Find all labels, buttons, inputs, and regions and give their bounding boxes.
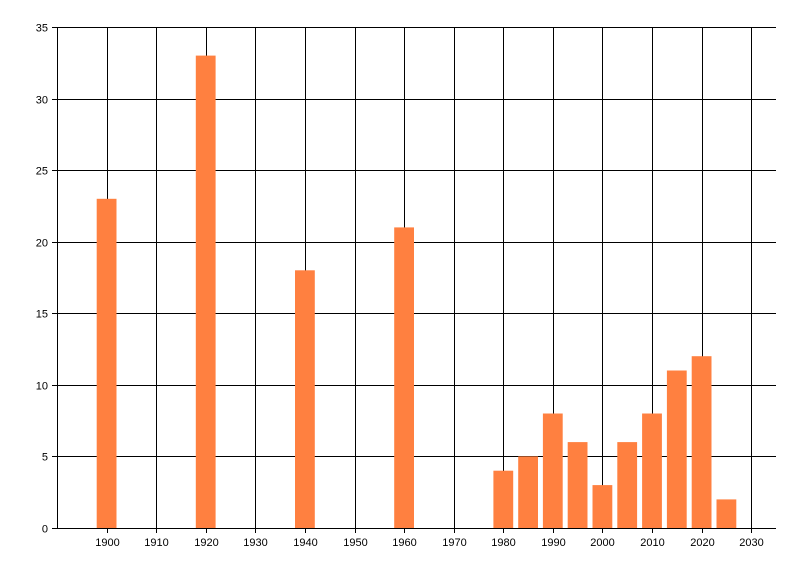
bars: [96, 55, 737, 529]
y-tick-label: 35: [36, 23, 48, 35]
y-tick-label: 30: [36, 95, 48, 107]
bar: [96, 198, 117, 529]
x-tick-label: 2000: [590, 537, 614, 549]
bar: [666, 370, 687, 528]
axes: [57, 27, 776, 529]
x-tick-label: 1930: [243, 537, 267, 549]
bar: [195, 55, 216, 528]
x-tick-label: 1910: [144, 537, 168, 549]
bar: [716, 499, 737, 528]
y-tick-label: 5: [42, 452, 48, 464]
x-tick-label: 1980: [491, 537, 515, 549]
bar: [567, 442, 588, 528]
bar: [592, 485, 613, 528]
x-axis-ticks: 1900 1910 1920 1930 1940 1950 1960 1970 1980 1990…: [95, 528, 764, 549]
y-tick-label: 25: [36, 166, 48, 178]
x-tick-label: 1940: [293, 537, 317, 549]
x-tick-label: 1920: [194, 537, 218, 549]
y-tick-label: 15: [36, 309, 48, 321]
y-axis-ticks: 0 5 10 15 20 25 30 35: [36, 23, 57, 536]
y-tick-label: 10: [36, 381, 48, 393]
x-tick-label: 2010: [640, 537, 664, 549]
x-tick-label: 2030: [739, 537, 763, 549]
bar: [493, 470, 514, 528]
bar: [691, 356, 712, 528]
x-tick-label: 1990: [541, 537, 565, 549]
x-tick-label: 1970: [442, 537, 466, 549]
bar: [642, 413, 662, 528]
bar: [394, 227, 414, 528]
y-tick-label: 0: [42, 524, 48, 536]
y-tick-label: 20: [36, 238, 48, 250]
bar: [518, 456, 538, 528]
x-tick-label: 1950: [343, 537, 367, 549]
bar: [542, 413, 563, 528]
x-tick-label: 1960: [392, 537, 416, 549]
bar: [295, 270, 315, 528]
bar: [617, 442, 638, 528]
x-tick-label: 1900: [95, 537, 119, 549]
x-tick-label: 2020: [690, 537, 714, 549]
